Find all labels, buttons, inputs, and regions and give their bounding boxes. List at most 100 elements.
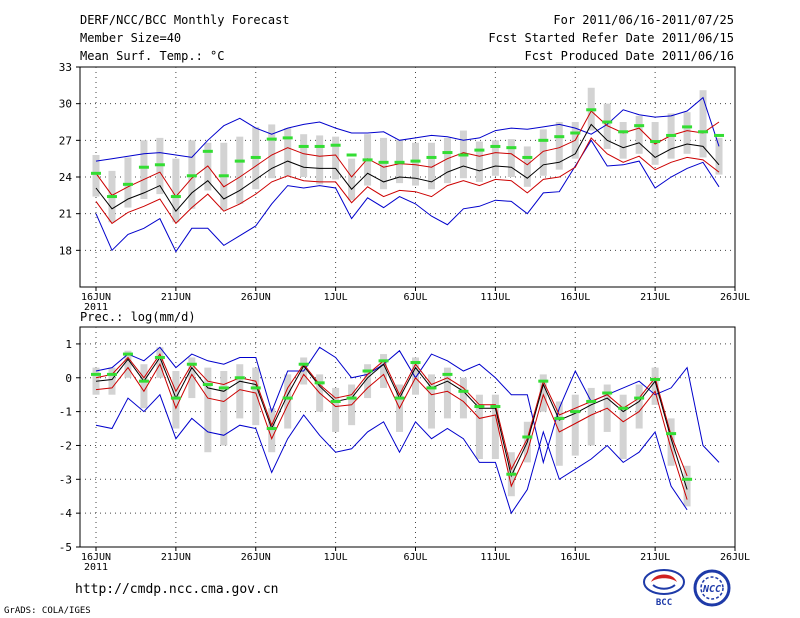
spread-bar — [236, 136, 244, 204]
y-tick-label: -5 — [59, 541, 72, 554]
spread-bar — [140, 364, 148, 409]
y-tick-label: 33 — [59, 61, 72, 74]
x-tick-label: 6JUL — [403, 552, 427, 563]
spread-bar — [683, 465, 691, 507]
upper-line — [95, 353, 688, 477]
y-tick-label: 21 — [59, 208, 72, 221]
min-line — [95, 139, 720, 253]
spread-bar — [284, 374, 292, 429]
y-tick-label: -2 — [59, 439, 72, 452]
spread-bar — [108, 367, 116, 395]
spread-bar — [427, 142, 435, 190]
max-line — [95, 346, 720, 465]
spread-bar — [412, 357, 419, 395]
y-tick-label: 18 — [59, 244, 72, 257]
x-tick-label: 1JUL — [324, 552, 348, 563]
min-line — [95, 393, 688, 515]
x-tick-label: 11JUL — [480, 292, 510, 303]
x-tick-label: 16JUL — [560, 552, 590, 563]
plot-frame — [79, 326, 736, 548]
grads-credit: GrADS: COLA/IGES — [4, 606, 91, 616]
spread-bar — [300, 134, 308, 177]
svg-text:BCC: BCC — [656, 598, 672, 608]
x-tick-label: 21JUN — [161, 552, 191, 563]
mean-line — [95, 356, 688, 490]
x-tick-label: 16JUN — [81, 292, 111, 303]
spread-bar — [236, 364, 244, 419]
spread-bar — [268, 124, 276, 179]
spread-bar — [523, 146, 531, 187]
spread-bar — [443, 137, 451, 184]
variable-label: Mean Surf. Temp.: °C — [80, 49, 225, 63]
spread-bar — [571, 394, 579, 456]
precip-panel: -5 -4 -3 -2 -1 0 1 16JUN 21JUN 26JUN 1JUL 6JUL 11JUL… — [59, 310, 750, 573]
ncc-logo: NCC — [693, 569, 731, 607]
y-tick-label: 27 — [59, 134, 72, 147]
bcc-logo: BCC — [643, 569, 685, 608]
spread-bar — [427, 374, 435, 429]
x-tick-label: 26JUN — [241, 552, 271, 563]
svg-text:NCC: NCC — [702, 584, 721, 595]
spread-bar — [683, 112, 691, 154]
spread-bar — [491, 394, 499, 459]
spread-bar — [651, 367, 659, 405]
y-tick-label: -4 — [59, 507, 73, 520]
spread-bar — [204, 367, 212, 453]
x-year-label: 2011 — [84, 302, 108, 313]
y-tick-label: -3 — [59, 473, 72, 486]
spread-bar — [475, 141, 483, 182]
refer-date: Fcst Started Refer Date 2011/06/15 — [488, 31, 734, 45]
spread-bar — [332, 387, 340, 432]
spread-bar — [268, 408, 276, 453]
x-tick-label: 26JUL — [720, 552, 750, 563]
x-tick-label: 16JUL — [560, 292, 590, 303]
spread-bar — [475, 394, 483, 459]
spread-bar — [364, 364, 372, 399]
spread-bar — [667, 418, 675, 466]
spread-bar — [284, 128, 292, 176]
x-tick-label: 26JUN — [241, 292, 271, 303]
max-line — [95, 96, 720, 162]
lower-line — [95, 363, 688, 500]
temperature-panel: 18 21 24 27 30 33 16JUN 21JUN 26JUN 1JUL 6JUL 11JUL… — [59, 61, 750, 313]
spread-bar — [459, 377, 467, 419]
spread-bar — [332, 136, 340, 180]
spread-bar — [188, 357, 196, 399]
y-tick-label: -1 — [59, 406, 72, 419]
produced-date: Fcst Produced Date 2011/06/16 — [524, 49, 734, 63]
x-tick-label: 21JUN — [161, 292, 191, 303]
upper-line — [95, 110, 720, 198]
spread-bar — [619, 394, 627, 459]
spread-bar — [635, 384, 643, 429]
spread-bar — [124, 350, 132, 378]
y-tick-label: 24 — [59, 171, 73, 184]
lower-line — [95, 137, 720, 225]
spread-bar — [635, 115, 643, 154]
x-tick-label: 21JUL — [640, 552, 670, 563]
source-url[interactable]: http://cmdp.ncc.cma.gov.cn — [75, 582, 279, 597]
spread-bar — [412, 142, 419, 186]
spread-bar — [507, 139, 515, 177]
spread-bar — [603, 103, 611, 149]
spread-bar — [140, 140, 148, 199]
spread-bar — [220, 371, 228, 446]
x-year-label: 2011 — [84, 562, 108, 573]
x-tick-label: 1JUL — [324, 292, 348, 303]
x-tick-label: 26JUL — [720, 292, 750, 303]
spread-bar — [172, 158, 180, 223]
x-tick-label: 11JUL — [480, 552, 510, 563]
spread-bar — [491, 140, 499, 176]
spread-bar — [555, 401, 563, 466]
spread-bar — [252, 367, 260, 426]
spread-bar — [348, 158, 356, 201]
member-size: Member Size=40 — [80, 31, 182, 45]
spread-bar — [92, 155, 100, 197]
y-tick-label: 30 — [59, 98, 72, 111]
y-tick-label: 0 — [65, 372, 72, 385]
precip-title: Prec.: log(mm/d) — [80, 310, 196, 324]
spread-bar — [124, 157, 132, 208]
spread-bar — [539, 374, 547, 412]
chart-title: DERF/NCC/BCC Monthly Forecast — [80, 13, 290, 27]
spread-bar — [555, 122, 563, 170]
